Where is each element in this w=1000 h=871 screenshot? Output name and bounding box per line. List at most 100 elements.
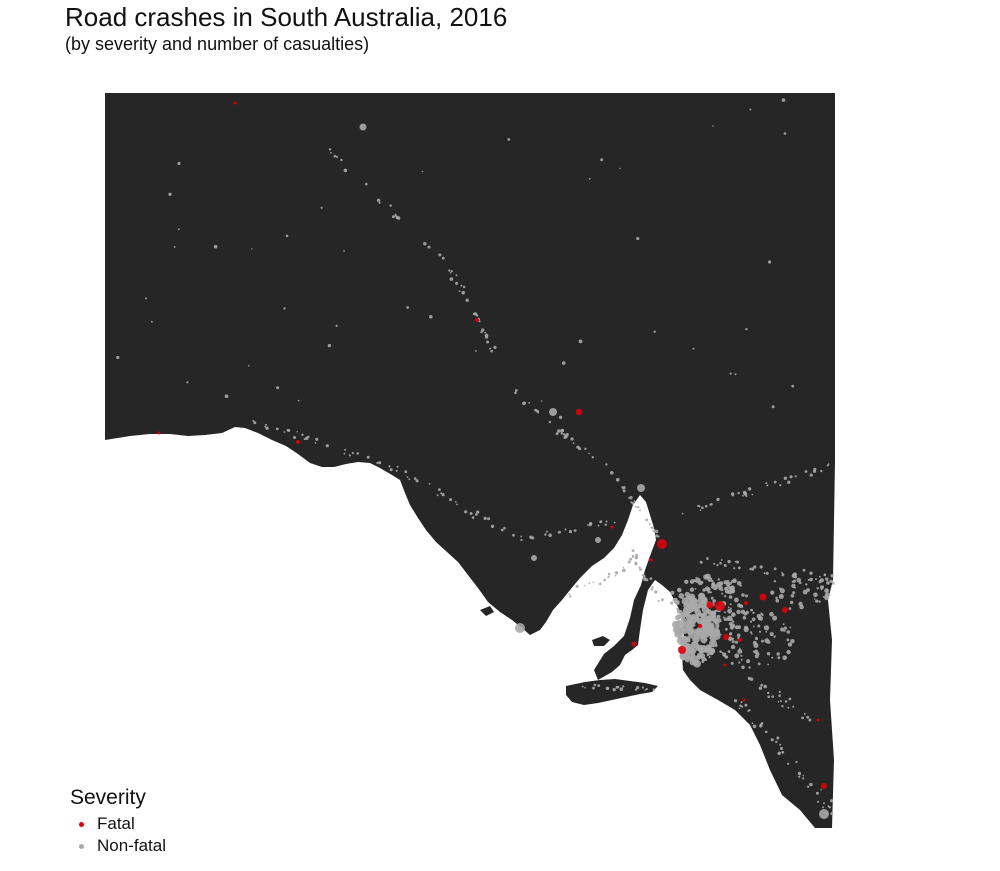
- non-fatal-crash: [721, 651, 724, 654]
- non-fatal-crash: [704, 658, 707, 661]
- non-fatal-crash: [348, 454, 351, 457]
- non-fatal-crash: [723, 617, 728, 621]
- non-fatal-crash: [622, 486, 626, 489]
- non-fatal-crash: [695, 627, 703, 635]
- legend: Severity Fatal Non-fatal: [70, 785, 166, 857]
- non-fatal-crash: [429, 315, 433, 319]
- non-fatal-crash: [712, 599, 716, 603]
- non-fatal-crash: [758, 686, 763, 690]
- non-fatal-crash: [779, 588, 785, 594]
- non-fatal-crash: [830, 812, 834, 816]
- non-fatal-crash: [759, 565, 763, 569]
- fatal-crash: [744, 601, 748, 605]
- non-fatal-crash: [483, 516, 487, 521]
- non-fatal-crash: [649, 577, 653, 580]
- non-fatal-crash: [507, 138, 511, 141]
- non-fatal-crash: [531, 555, 537, 561]
- non-fatal-crash: [730, 661, 734, 665]
- non-fatal-crash: [687, 628, 695, 636]
- non-fatal-crash: [293, 436, 296, 439]
- non-fatal-crash: [584, 686, 586, 689]
- non-fatal-crash: [395, 215, 399, 220]
- non-fatal-crash: [560, 428, 564, 433]
- non-fatal-crash: [745, 328, 748, 331]
- non-fatal-crash: [753, 649, 759, 654]
- non-fatal-crash: [607, 572, 611, 576]
- non-fatal-crash: [743, 612, 748, 616]
- non-fatal-crash: [641, 686, 645, 689]
- non-fatal-crash: [790, 639, 795, 644]
- non-fatal-crash: [701, 660, 704, 663]
- non-fatal-crash: [751, 617, 756, 622]
- non-fatal-crash: [404, 470, 408, 474]
- non-fatal-crash: [744, 703, 748, 707]
- non-fatal-crash: [588, 452, 590, 455]
- non-fatal-crash: [487, 517, 491, 521]
- non-fatal-crash: [734, 597, 739, 603]
- non-fatal-crash: [828, 806, 831, 809]
- non-fatal-crash: [676, 607, 680, 611]
- non-fatal-crash: [389, 204, 392, 207]
- non-fatal-crash: [605, 463, 608, 466]
- non-fatal-crash: [700, 581, 704, 584]
- non-fatal-crash: [709, 591, 713, 594]
- non-fatal-crash: [787, 642, 793, 647]
- non-fatal-crash: [333, 154, 337, 158]
- non-fatal-crash: [391, 215, 395, 219]
- non-fatal-crash: [752, 640, 757, 645]
- non-fatal-crash: [486, 340, 490, 344]
- non-fatal-crash: [376, 462, 379, 464]
- non-fatal-crash: [541, 400, 543, 402]
- non-fatal-crash: [766, 640, 771, 644]
- non-fatal-crash: [614, 571, 619, 575]
- non-fatal-crash: [145, 297, 147, 300]
- non-fatal-crash: [752, 611, 755, 614]
- non-fatal-crash: [823, 802, 825, 805]
- non-fatal-crash: [213, 244, 218, 249]
- non-fatal-crash: [621, 486, 624, 489]
- non-fatal-crash: [781, 98, 786, 102]
- non-fatal-crash: [285, 234, 289, 238]
- non-fatal-crash: [742, 494, 744, 497]
- non-fatal-crash: [729, 617, 733, 621]
- non-fatal-crash: [727, 608, 732, 614]
- non-fatal-crash: [769, 632, 774, 637]
- non-fatal-crash: [589, 521, 593, 526]
- fatal-crash: [296, 440, 300, 444]
- non-fatal-crash: [742, 616, 747, 620]
- non-fatal-crash: [678, 593, 685, 599]
- non-fatal-crash: [564, 528, 567, 531]
- non-fatal-crash: [301, 433, 304, 436]
- non-fatal-crash: [458, 290, 461, 292]
- non-fatal-crash: [688, 635, 691, 638]
- non-fatal-crash: [657, 600, 660, 602]
- non-fatal-crash: [802, 774, 805, 777]
- non-fatal-crash: [772, 615, 778, 621]
- non-fatal-crash: [709, 503, 712, 506]
- non-fatal-crash: [716, 497, 720, 502]
- non-fatal-crash: [779, 484, 782, 487]
- non-fatal-crash: [746, 659, 751, 664]
- non-fatal-crash: [588, 178, 591, 180]
- non-fatal-crash: [713, 619, 718, 624]
- non-fatal-crash: [778, 594, 784, 599]
- non-fatal-crash: [619, 167, 621, 170]
- non-fatal-crash: [777, 656, 781, 660]
- non-fatal-crash: [778, 690, 782, 694]
- non-fatal-crash: [674, 599, 679, 604]
- non-fatal-crash: [756, 613, 762, 619]
- non-fatal-crash: [642, 573, 645, 577]
- non-fatal-crash: [275, 427, 279, 431]
- small-island: [480, 606, 494, 616]
- fatal-crash: [816, 718, 820, 722]
- non-fatal-crash: [733, 567, 736, 570]
- non-fatal-crash: [723, 564, 727, 567]
- non-fatal-crash: [723, 595, 727, 598]
- non-fatal-crash: [729, 625, 735, 630]
- non-fatal-crash: [685, 611, 689, 616]
- non-fatal-crash: [462, 285, 466, 289]
- non-fatal-crash: [692, 347, 695, 350]
- non-fatal-crash: [449, 498, 453, 502]
- non-fatal-crash: [512, 533, 515, 537]
- non-fatal-crash: [741, 593, 745, 597]
